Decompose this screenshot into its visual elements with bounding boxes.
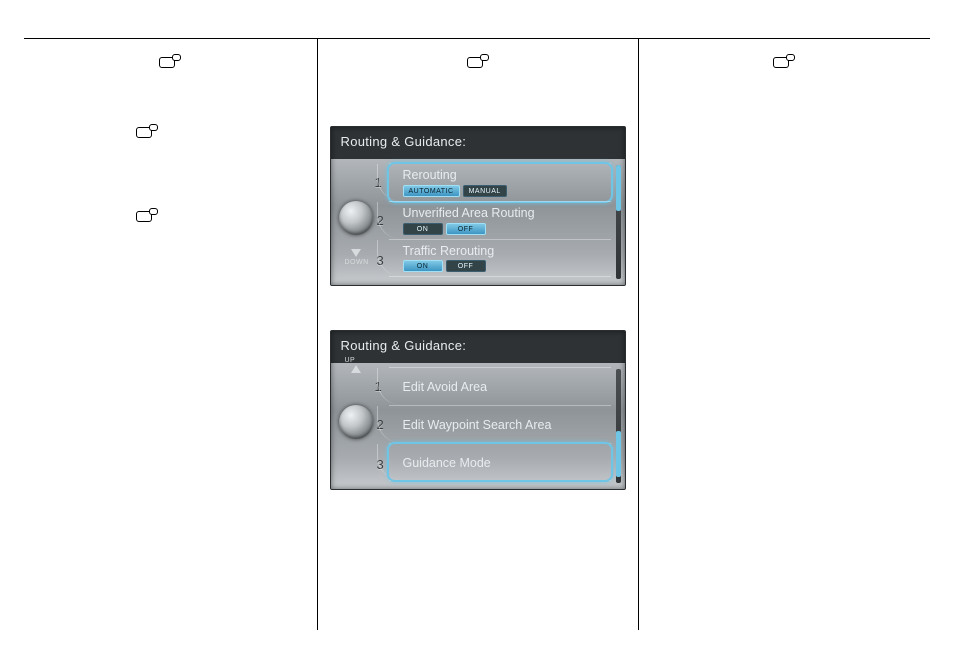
row-rerouting[interactable]: Rerouting AUTOMATIC MANUAL (389, 163, 611, 201)
toggle-automatic[interactable]: AUTOMATIC (403, 185, 460, 197)
row-label: Unverified Area Routing (403, 206, 535, 220)
toggle-rerouting: AUTOMATIC MANUAL (403, 185, 507, 197)
rows-page1: Rerouting AUTOMATIC MANUAL Unverified Ar… (389, 163, 611, 279)
row-edit-waypoint-search-area[interactable]: Edit Waypoint Search Area (389, 405, 611, 443)
say-icon (136, 208, 158, 222)
columns: Routing & Guidance: 1 2 3 DOWN Rerouting… (24, 38, 930, 630)
toggle-manual[interactable]: MANUAL (463, 185, 507, 197)
row-label: Edit Avoid Area (403, 380, 488, 394)
scroll-up-label: UP (345, 357, 356, 364)
nav-panel-page1: Routing & Guidance: 1 2 3 DOWN Rerouting… (330, 126, 626, 286)
row-traffic-rerouting[interactable]: Traffic Rerouting ON OFF (389, 239, 611, 277)
toggle-traffic: ON OFF (403, 260, 486, 272)
row-label: Edit Waypoint Search Area (403, 418, 552, 432)
column-2: Routing & Guidance: 1 2 3 DOWN Rerouting… (317, 38, 638, 630)
say-icon (159, 54, 181, 68)
row-edit-avoid-area[interactable]: Edit Avoid Area (389, 367, 611, 405)
say-icon (136, 124, 158, 138)
toggle-on[interactable]: ON (403, 223, 443, 235)
row-unverified-area-routing[interactable]: Unverified Area Routing ON OFF (389, 201, 611, 239)
say-icon (467, 54, 489, 68)
toggle-unverified: ON OFF (403, 223, 486, 235)
column-1 (24, 38, 317, 630)
scroll-down-label: DOWN (345, 259, 369, 266)
scrollbar[interactable] (616, 369, 621, 483)
row-label: Guidance Mode (403, 456, 491, 470)
dial-knob[interactable] (339, 201, 373, 235)
toggle-off[interactable]: OFF (446, 223, 486, 235)
panel-title: Routing & Guidance: (341, 134, 467, 149)
row-label: Traffic Rerouting (403, 244, 495, 258)
dial-knob[interactable] (339, 405, 373, 439)
nav-panel-page2: Routing & Guidance: UP 1 2 3 Edit Avoid … (330, 330, 626, 490)
row-label: Rerouting (403, 168, 457, 182)
column-3 (638, 38, 931, 630)
scrollbar[interactable] (616, 165, 621, 279)
toggle-on[interactable]: ON (403, 260, 443, 272)
row-guidance-mode[interactable]: Guidance Mode (389, 443, 611, 481)
toggle-off[interactable]: OFF (446, 260, 486, 272)
scroll-down-icon[interactable] (351, 249, 361, 257)
scrollbar-thumb[interactable] (616, 431, 621, 477)
panel-title: Routing & Guidance: (341, 338, 467, 353)
col1-say-icons (36, 124, 305, 222)
rows-page2: Edit Avoid Area Edit Waypoint Search Are… (389, 367, 611, 483)
say-icon (773, 54, 795, 68)
scrollbar-thumb[interactable] (616, 165, 621, 211)
scroll-up-icon[interactable] (351, 365, 361, 373)
